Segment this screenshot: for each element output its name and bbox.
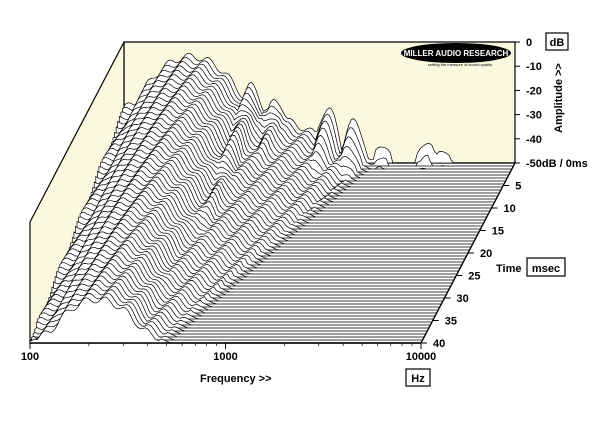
time-tick-label: 20 — [480, 248, 492, 260]
frequency-unit-box — [405, 368, 431, 387]
frequency-tick-label: 10000 — [406, 351, 437, 363]
time-tick-label: 10 — [504, 203, 516, 215]
frequency-tick-label: 1000 — [213, 351, 237, 363]
time-tick-label: 40 — [433, 338, 445, 350]
amplitude-tick-label: -30 — [526, 110, 542, 122]
time-unit: msec — [532, 263, 560, 275]
time-axis-label: Time — [496, 263, 521, 275]
time-tick-label: 25 — [468, 271, 480, 283]
frequency-tick-label: 100 — [21, 351, 39, 363]
amplitude-ticks: 0 -10 -20 -30 -40 -50dB / 0ms — [515, 37, 588, 170]
amplitude-tick-label: -10 — [526, 61, 542, 73]
brand-name: MILLER AUDIO RESEARCH — [404, 49, 509, 58]
time-tick-label: 30 — [457, 293, 469, 305]
amplitude-axis-label: Amplitude >> — [553, 63, 565, 133]
time-tick-label: 5 — [515, 181, 521, 193]
amplitude-unit-box — [545, 32, 569, 51]
amplitude-tick-label: -40 — [526, 134, 542, 146]
amplitude-unit: dB — [550, 37, 565, 49]
amplitude-tick-label: -50dB / 0ms — [526, 158, 588, 170]
amplitude-tick-label: -20 — [526, 85, 542, 97]
time-unit-box — [526, 257, 566, 277]
time-tick-label: 15 — [492, 226, 504, 238]
frequency-ticks: 100 1000 10000 — [21, 343, 436, 363]
brand-logo: MILLER AUDIO RESEARCH setting the measur… — [401, 43, 511, 67]
frequency-axis-label: Frequency >> — [200, 373, 272, 385]
waterfall-slices — [29, 52, 515, 344]
time-tick-label: 35 — [445, 316, 457, 328]
frequency-unit: Hz — [411, 373, 425, 385]
brand-tagline: setting the measure of sound quality — [428, 62, 492, 67]
amplitude-tick-label: 0 — [526, 37, 532, 49]
